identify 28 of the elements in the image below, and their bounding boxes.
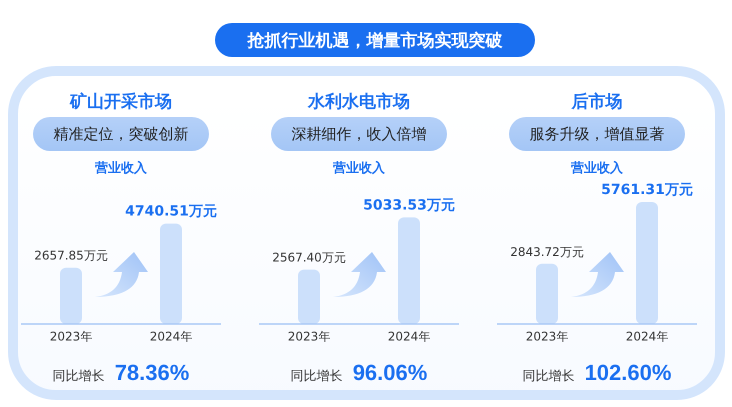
x-tick-label: 2023年 (288, 330, 330, 344)
x-tick-label: 2023年 (526, 330, 568, 344)
text: 78.36% (114, 360, 190, 386)
x-tick-label: 2024年 (150, 330, 192, 344)
text: 102.60% (584, 360, 672, 386)
x-tick-label: 2023年 (50, 330, 92, 344)
data-label: 5033.53万元 (363, 197, 455, 214)
chart-subtitle: 深耕细作，收入倍增 (292, 124, 426, 144)
text: 同比增长 (290, 368, 343, 385)
chart-subtitle: 服务升级，增值显著 (530, 124, 664, 144)
chart-title: 水利水电市场 (308, 92, 410, 112)
text: 同比增长 (52, 368, 105, 385)
data-label: 5761.31万元 (601, 182, 693, 198)
x-tick-label: 2024年 (626, 330, 668, 344)
chart-subtitle: 精准定位，突破创新 (54, 124, 188, 144)
y-axis-title: 营业收入 (571, 161, 623, 176)
chart-title: 矿山开采市场 (70, 92, 172, 112)
text: 抢抓行业机遇，增量市场实现突破 (248, 30, 502, 52)
text: 同比增长 (522, 368, 575, 385)
y-axis-title: 营业收入 (333, 161, 385, 176)
data-label: 2843.72万元 (510, 244, 584, 259)
chart-title: 后市场 (572, 92, 622, 112)
x-tick-label: 2024年 (388, 330, 430, 344)
data-label: 2657.85万元 (34, 248, 108, 263)
data-label: 2567.40万元 (272, 250, 346, 265)
y-axis-title: 营业收入 (95, 161, 147, 176)
text: 96.06% (352, 360, 428, 386)
data-label: 4740.51万元 (125, 204, 217, 220)
